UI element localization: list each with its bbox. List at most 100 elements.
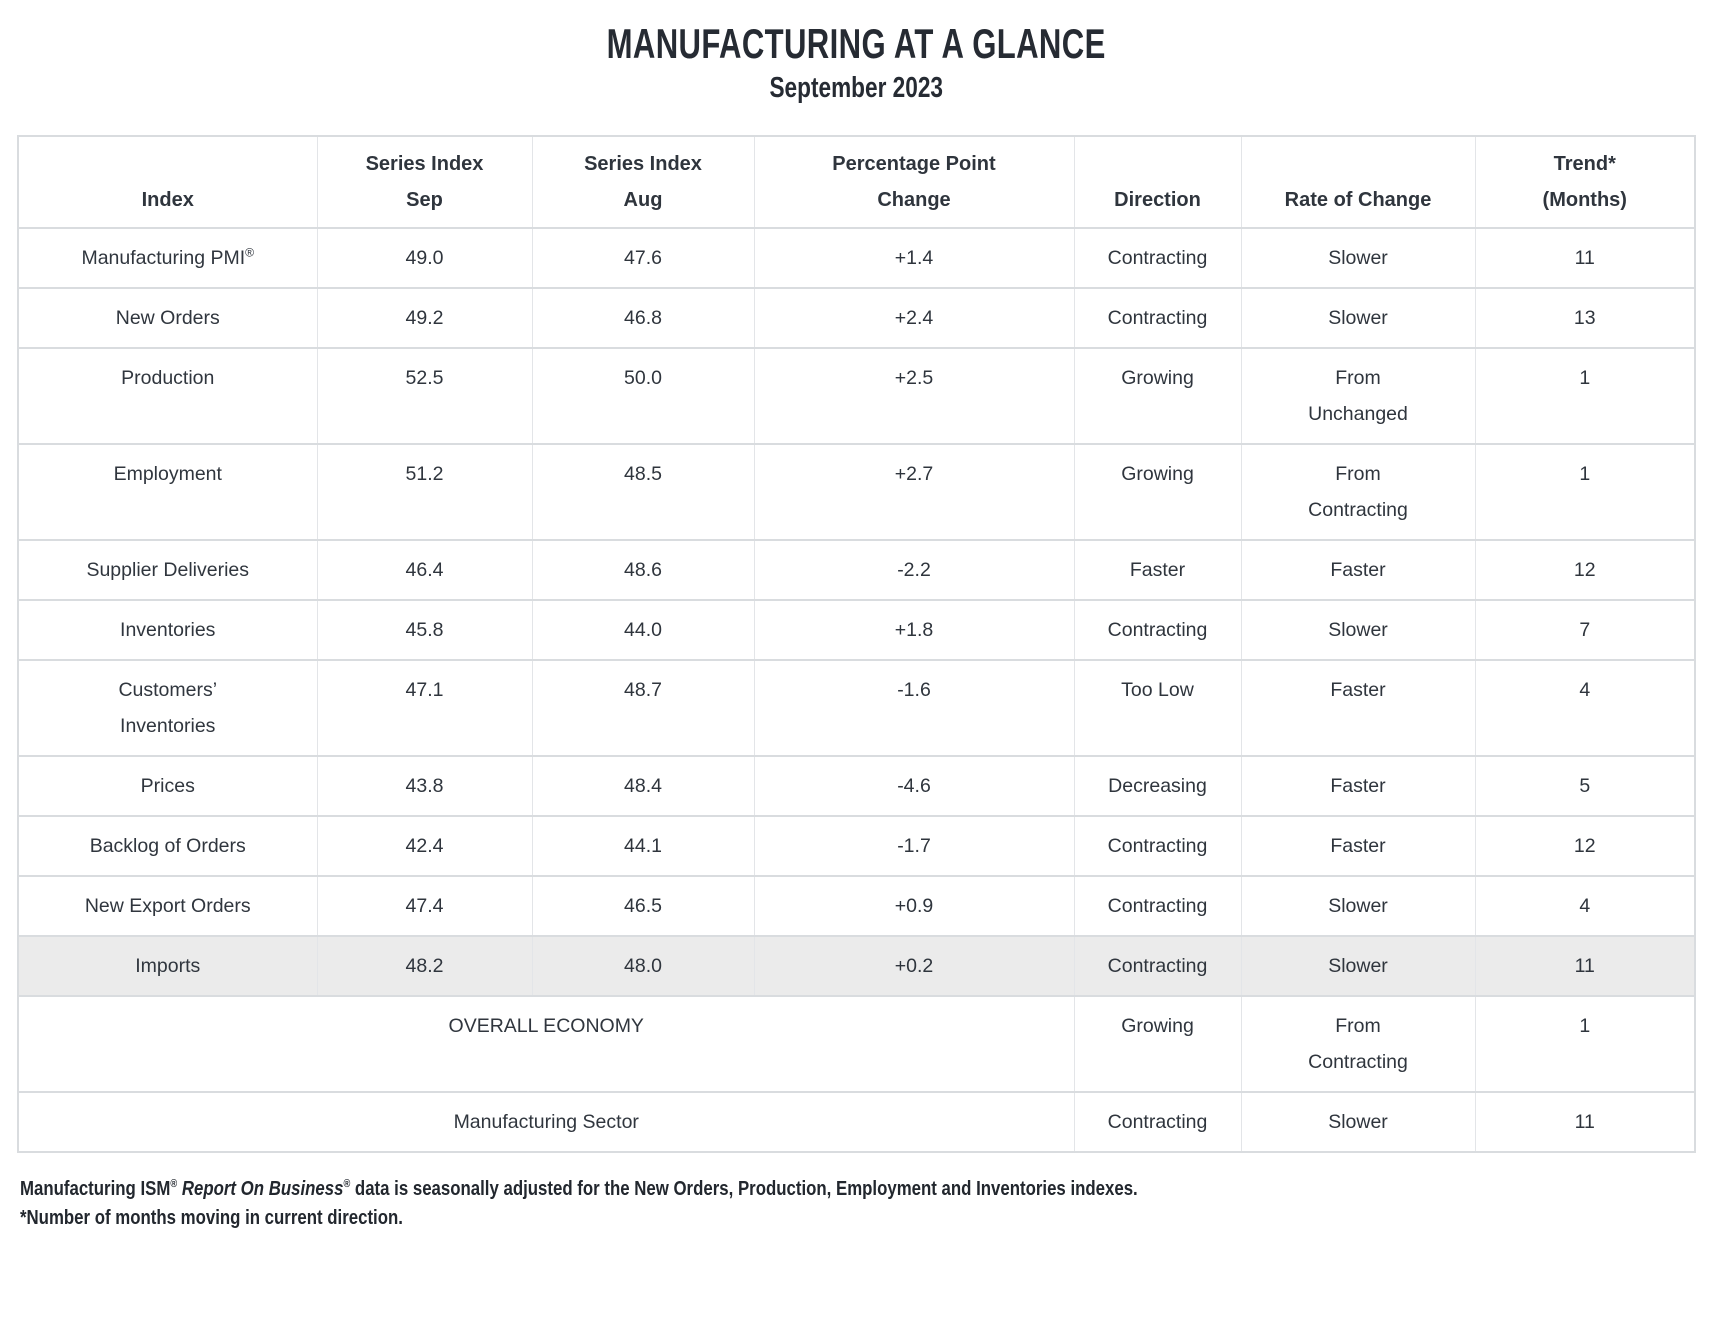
index-cell: New Orders <box>17 287 318 350</box>
sep-cell: 47.4 <box>316 875 533 938</box>
trend-cell: 11 <box>1474 227 1696 290</box>
direction-cell: Faster <box>1073 539 1242 602</box>
aug-cell: 48.0 <box>531 935 755 998</box>
rate-cell: Faster <box>1240 659 1476 758</box>
rate-cell: Faster <box>1240 539 1476 602</box>
table-row-new-orders: New Orders 49.2 46.8 +2.4 Contracting Sl… <box>17 287 1696 350</box>
direction-cell: Growing <box>1073 443 1242 542</box>
direction-cell: Growing <box>1073 995 1242 1094</box>
direction-cell: Growing <box>1073 347 1242 446</box>
rate-cell: From Contracting <box>1240 995 1476 1094</box>
change-cell: -1.7 <box>753 815 1075 878</box>
index-cell: Prices <box>17 755 318 818</box>
trend-cell: 12 <box>1474 539 1696 602</box>
sep-cell: 42.4 <box>316 815 533 878</box>
footnotes: Manufacturing ISM® Report On Business® d… <box>17 1175 1695 1233</box>
aug-cell: 44.1 <box>531 815 755 878</box>
change-cell: +0.2 <box>753 935 1075 998</box>
table-row-employment: Employment 51.2 48.5 +2.7 Growing From C… <box>17 443 1696 542</box>
column-header-series-index-aug: Series Index Aug <box>531 135 755 230</box>
column-header-series-index-sep: Series Index Sep <box>316 135 533 230</box>
summary-row-overall-economy: OVERALL ECONOMY Growing From Contracting… <box>17 995 1696 1094</box>
footnote-trend-definition: *Number of months moving in current dire… <box>20 1206 403 1230</box>
aug-cell: 50.0 <box>531 347 755 446</box>
aug-cell: 44.0 <box>531 599 755 662</box>
trend-cell: 7 <box>1474 599 1696 662</box>
trend-cell: 1 <box>1474 347 1696 446</box>
table-row-new-export-orders: New Export Orders 47.4 46.5 +0.9 Contrac… <box>17 875 1696 938</box>
direction-cell: Decreasing <box>1073 755 1242 818</box>
trend-cell: 11 <box>1474 935 1696 998</box>
table-row-customers-inventories: Customers’ Inventories 47.1 48.7 -1.6 To… <box>17 659 1696 758</box>
sep-cell: 43.8 <box>316 755 533 818</box>
direction-cell: Contracting <box>1073 227 1242 290</box>
sep-cell: 46.4 <box>316 539 533 602</box>
sep-cell: 51.2 <box>316 443 533 542</box>
trend-cell: 13 <box>1474 287 1696 350</box>
sep-cell: 48.2 <box>316 935 533 998</box>
column-header-rate-of-change: Rate of Change <box>1240 135 1476 230</box>
change-cell: +1.8 <box>753 599 1075 662</box>
index-cell: Production <box>17 347 318 446</box>
column-header-percentage-point-change: Percentage Point Change <box>753 135 1075 230</box>
index-cell: New Export Orders <box>17 875 318 938</box>
direction-cell: Contracting <box>1073 1091 1242 1154</box>
direction-cell: Contracting <box>1073 287 1242 350</box>
aug-cell: 48.4 <box>531 755 755 818</box>
change-cell: -1.6 <box>753 659 1075 758</box>
aug-cell: 46.8 <box>531 287 755 350</box>
rate-cell: Slower <box>1240 287 1476 350</box>
direction-cell: Too Low <box>1073 659 1242 758</box>
change-cell: +0.9 <box>753 875 1075 938</box>
registered-mark: ® <box>245 245 255 260</box>
index-cell: Supplier Deliveries <box>17 539 318 602</box>
trend-cell: 5 <box>1474 755 1696 818</box>
table-row-backlog-of-orders: Backlog of Orders 42.4 44.1 -1.7 Contrac… <box>17 815 1696 878</box>
rate-cell: Slower <box>1240 935 1476 998</box>
table-row-prices: Prices 43.8 48.4 -4.6 Decreasing Faster … <box>17 755 1696 818</box>
aug-cell: 47.6 <box>531 227 755 290</box>
column-header-trend-months: Trend* (Months) <box>1474 135 1696 230</box>
rate-cell: Slower <box>1240 875 1476 938</box>
column-header-direction: Direction <box>1073 135 1242 230</box>
trend-cell: 1 <box>1474 443 1696 542</box>
table-row-supplier-deliveries: Supplier Deliveries 46.4 48.6 -2.2 Faste… <box>17 539 1696 602</box>
page-subtitle: September 2023 <box>769 72 943 105</box>
manufacturing-at-a-glance-table: Index Series Index Sep Series Index Aug … <box>17 135 1696 1154</box>
aug-cell: 46.5 <box>531 875 755 938</box>
change-cell: +2.7 <box>753 443 1075 542</box>
report-page: MANUFACTURING AT A GLANCE September 2023… <box>17 20 1696 1233</box>
rate-cell: Slower <box>1240 1091 1476 1154</box>
trend-cell: 11 <box>1474 1091 1696 1154</box>
table-row-inventories: Inventories 45.8 44.0 +1.8 Contracting S… <box>17 599 1696 662</box>
registered-mark: ® <box>343 1178 351 1191</box>
change-cell: +2.4 <box>753 287 1075 350</box>
sep-cell: 49.0 <box>316 227 533 290</box>
trend-cell: 1 <box>1474 995 1696 1094</box>
header-row: Index Series Index Sep Series Index Aug … <box>17 135 1696 230</box>
rate-cell: Slower <box>1240 599 1476 662</box>
rate-cell: Slower <box>1240 227 1476 290</box>
aug-cell: 48.5 <box>531 443 755 542</box>
trend-cell: 12 <box>1474 815 1696 878</box>
index-cell: Backlog of Orders <box>17 815 318 878</box>
direction-cell: Contracting <box>1073 815 1242 878</box>
column-header-index: Index <box>17 135 318 230</box>
page-title: MANUFACTURING AT A GLANCE <box>606 20 1106 67</box>
index-cell: Customers’ Inventories <box>17 659 318 758</box>
rate-cell: From Contracting <box>1240 443 1476 542</box>
direction-cell: Contracting <box>1073 935 1242 998</box>
sep-cell: 52.5 <box>316 347 533 446</box>
summary-label: OVERALL ECONOMY <box>17 995 1075 1094</box>
rate-cell: Faster <box>1240 755 1476 818</box>
aug-cell: 48.6 <box>531 539 755 602</box>
summary-row-manufacturing-sector: Manufacturing Sector Contracting Slower … <box>17 1091 1696 1154</box>
footnote-seasonal-adjustment: Manufacturing ISM® Report On Business® d… <box>20 1177 1138 1201</box>
index-cell: Employment <box>17 443 318 542</box>
index-cell: Imports <box>17 935 318 998</box>
direction-cell: Contracting <box>1073 875 1242 938</box>
rate-cell: From Unchanged <box>1240 347 1476 446</box>
index-cell: Manufacturing PMI® <box>17 227 318 290</box>
sep-cell: 49.2 <box>316 287 533 350</box>
table-row-imports: Imports 48.2 48.0 +0.2 Contracting Slowe… <box>17 935 1696 998</box>
